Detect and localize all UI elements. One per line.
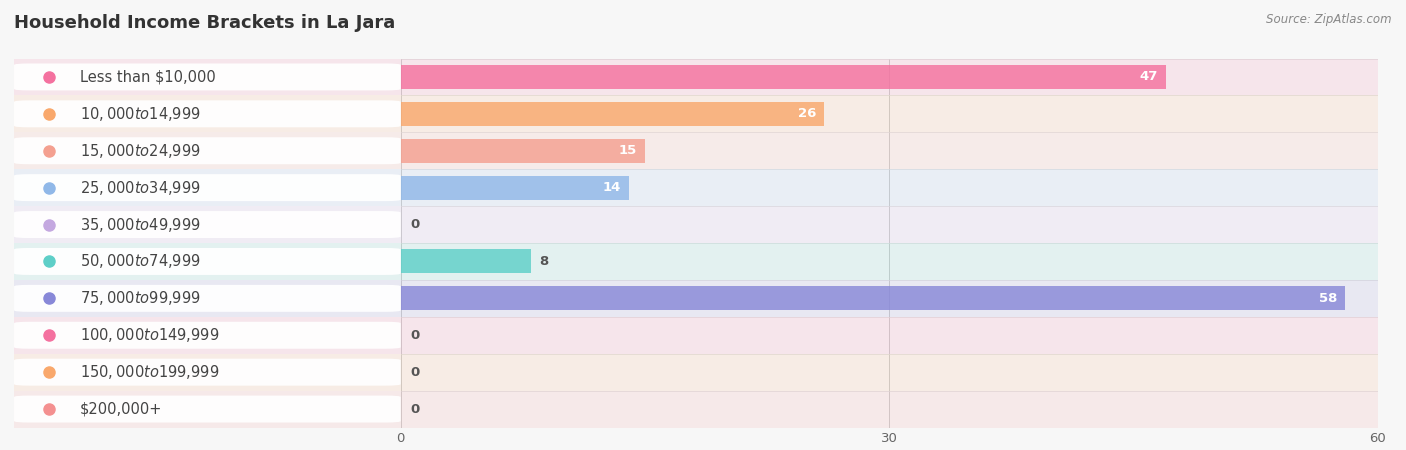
Bar bbox=[401, 102, 824, 126]
Bar bbox=[14, 317, 401, 354]
Text: 0: 0 bbox=[411, 329, 420, 342]
Bar bbox=[14, 280, 401, 317]
Text: 0: 0 bbox=[411, 366, 420, 378]
Bar bbox=[401, 65, 1166, 89]
Bar bbox=[14, 169, 401, 206]
Text: 15: 15 bbox=[619, 144, 637, 157]
Text: 14: 14 bbox=[602, 181, 620, 194]
Bar bbox=[14, 95, 401, 132]
Text: 26: 26 bbox=[797, 108, 815, 120]
FancyBboxPatch shape bbox=[14, 63, 401, 90]
Bar bbox=[401, 169, 1378, 206]
Bar bbox=[401, 176, 628, 200]
Text: $200,000+: $200,000+ bbox=[80, 401, 162, 417]
Text: $50,000 to $74,999: $50,000 to $74,999 bbox=[80, 252, 201, 270]
FancyBboxPatch shape bbox=[14, 359, 401, 386]
FancyBboxPatch shape bbox=[14, 100, 401, 127]
Text: Source: ZipAtlas.com: Source: ZipAtlas.com bbox=[1267, 14, 1392, 27]
Text: 58: 58 bbox=[1319, 292, 1337, 305]
FancyBboxPatch shape bbox=[14, 322, 401, 349]
Text: Less than $10,000: Less than $10,000 bbox=[80, 69, 215, 85]
Bar bbox=[401, 58, 1378, 95]
Text: $75,000 to $99,999: $75,000 to $99,999 bbox=[80, 289, 201, 307]
FancyBboxPatch shape bbox=[14, 211, 401, 238]
FancyBboxPatch shape bbox=[14, 174, 401, 201]
FancyBboxPatch shape bbox=[14, 396, 401, 423]
Text: 0: 0 bbox=[411, 403, 420, 415]
Text: $150,000 to $199,999: $150,000 to $199,999 bbox=[80, 363, 219, 381]
Bar bbox=[401, 132, 1378, 169]
FancyBboxPatch shape bbox=[14, 137, 401, 164]
Bar bbox=[14, 132, 401, 169]
Bar bbox=[14, 243, 401, 280]
Bar bbox=[401, 280, 1378, 317]
Bar bbox=[401, 249, 531, 274]
FancyBboxPatch shape bbox=[14, 248, 401, 275]
Bar bbox=[14, 206, 401, 243]
Bar bbox=[401, 391, 1378, 428]
Text: $25,000 to $34,999: $25,000 to $34,999 bbox=[80, 179, 201, 197]
Bar bbox=[401, 317, 1378, 354]
Text: $35,000 to $49,999: $35,000 to $49,999 bbox=[80, 216, 201, 234]
Bar bbox=[401, 243, 1378, 280]
Bar bbox=[401, 354, 1378, 391]
Bar bbox=[401, 95, 1378, 132]
Text: $15,000 to $24,999: $15,000 to $24,999 bbox=[80, 142, 201, 160]
Text: 0: 0 bbox=[411, 218, 420, 231]
Bar bbox=[14, 58, 401, 95]
Text: 8: 8 bbox=[538, 255, 548, 268]
Text: $10,000 to $14,999: $10,000 to $14,999 bbox=[80, 105, 201, 123]
FancyBboxPatch shape bbox=[14, 285, 401, 312]
Text: Household Income Brackets in La Jara: Household Income Brackets in La Jara bbox=[14, 14, 395, 32]
Text: $100,000 to $149,999: $100,000 to $149,999 bbox=[80, 326, 219, 344]
Bar bbox=[14, 391, 401, 428]
Bar bbox=[401, 139, 645, 163]
Bar bbox=[401, 206, 1378, 243]
Bar bbox=[401, 286, 1346, 310]
Bar bbox=[14, 354, 401, 391]
Text: 47: 47 bbox=[1140, 71, 1159, 83]
